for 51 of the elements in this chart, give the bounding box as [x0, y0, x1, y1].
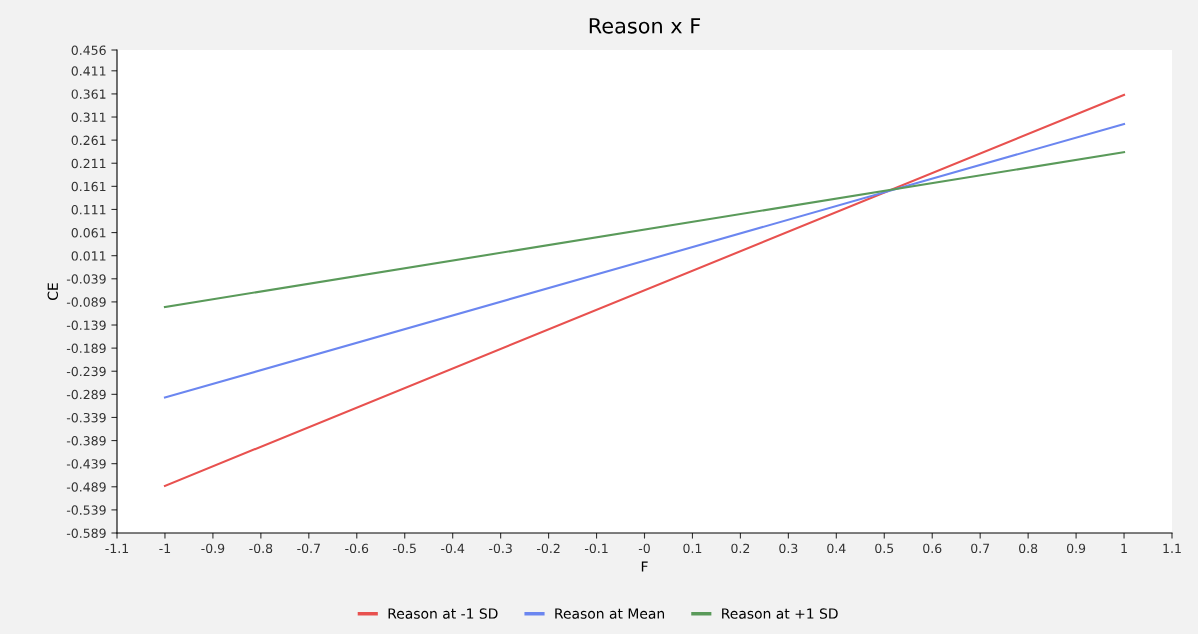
x-tick-label: 0.6: [923, 543, 942, 554]
y-tick-label: 0.161: [71, 181, 106, 192]
x-tick-label: -0.9: [201, 543, 225, 554]
x-tick-label: -0: [638, 543, 650, 554]
y-tick-label: -0.039: [66, 274, 106, 284]
x-tick-label: -0.8: [249, 543, 273, 554]
y-tick-label: 0.361: [71, 89, 106, 99]
y-tick-label: 0.311: [71, 112, 106, 122]
chart-title: Reason x F: [589, 18, 701, 34]
x-tick-label: -0.5: [393, 543, 416, 554]
x-tick-label: -0.3: [489, 543, 512, 554]
y-tick-label: 0.411: [71, 66, 106, 76]
y-tick-label: -0.339: [66, 412, 106, 423]
y-tick-label: -0.439: [66, 459, 106, 469]
y-tick-label: -0.489: [66, 482, 106, 492]
y-tick-label: 0.111: [71, 204, 106, 215]
y-tick-label: -0.539: [66, 505, 106, 515]
x-tick-label: -0.7: [297, 543, 320, 554]
x-tick-label: -0.1: [584, 543, 608, 554]
x-tick-label: -0.6: [345, 543, 369, 554]
x-tick-label: -0.2: [537, 543, 560, 554]
x-tick-label: -1.1: [105, 543, 129, 553]
x-tick-label: 1: [1121, 543, 1127, 553]
y-tick-label: -0.239: [66, 366, 106, 377]
y-tick-label: -0.289: [66, 389, 106, 400]
x-tick-label: 0.9: [1066, 543, 1086, 554]
y-tick-label: 0.261: [71, 135, 106, 146]
y-tick-label: 0.456: [71, 45, 106, 55]
x-axis-title: F: [641, 561, 648, 572]
y-tick-label: -0.189: [66, 343, 106, 354]
x-tick-label: 0.2: [731, 543, 750, 554]
y-axis-title: CE: [47, 283, 59, 300]
x-tick-label: -0.4: [441, 543, 465, 554]
x-tick-label: 0.5: [875, 543, 894, 554]
x-tick-label: 0.3: [779, 543, 798, 554]
y-tick-label: -0.089: [66, 297, 106, 307]
x-tick-label: -1: [159, 543, 171, 553]
y-tick-label: -0.589: [66, 528, 106, 538]
x-tick-label: 0.8: [1019, 543, 1038, 554]
x-tick-label: 0.1: [683, 543, 702, 554]
legend-label: Reason at Mean: [555, 608, 665, 619]
legend-label: Reason at -1 SD: [388, 608, 498, 619]
x-tick-label: 1.1: [1163, 543, 1181, 553]
x-tick-label: 0.4: [827, 543, 846, 554]
legend-label: Reason at +1 SD: [722, 608, 838, 619]
y-tick-label: 0.011: [71, 251, 106, 261]
y-tick-label: -0.139: [66, 320, 106, 330]
x-tick-label: 0.7: [971, 543, 990, 554]
y-tick-label: -0.389: [66, 436, 106, 446]
y-tick-label: 0.211: [71, 158, 106, 169]
y-tick-label: 0.061: [71, 228, 106, 238]
